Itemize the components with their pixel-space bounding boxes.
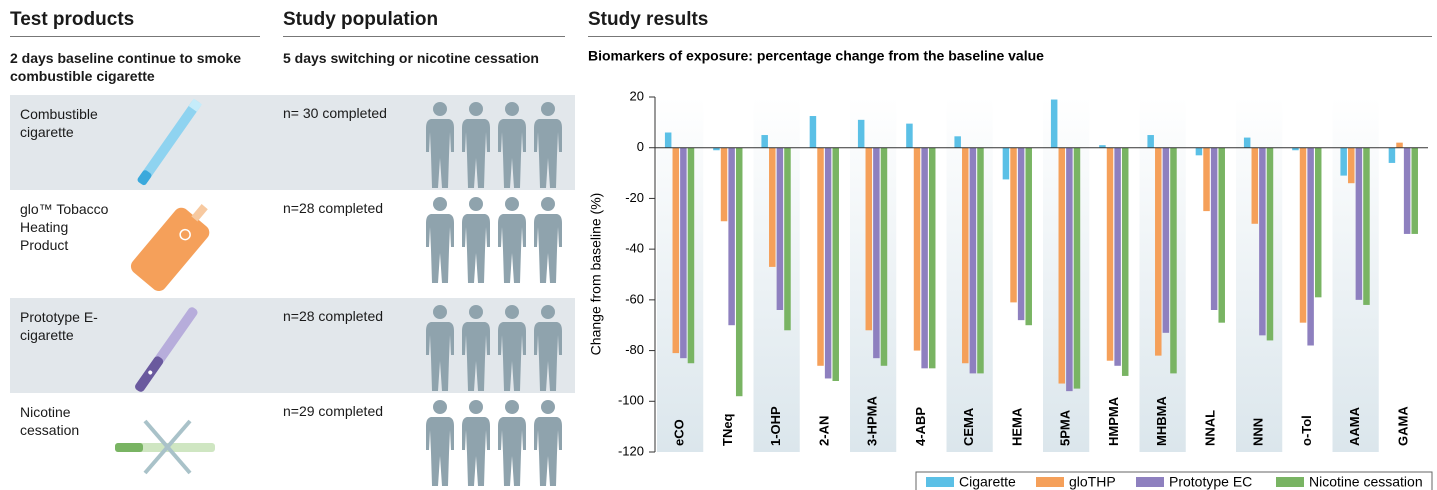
bar (1010, 148, 1017, 303)
x-tick-label: 4-ABP (913, 407, 928, 446)
bar (954, 136, 961, 147)
bar (1211, 148, 1218, 310)
x-tick-label: AAMA (1347, 406, 1362, 446)
legend-swatch (1136, 477, 1164, 487)
x-tick-label: o-Tol (1299, 415, 1314, 446)
y-tick-label: -20 (625, 190, 644, 205)
bar (1114, 148, 1121, 366)
bar (1252, 148, 1259, 224)
legend-swatch (1036, 477, 1064, 487)
y-tick-label: -40 (625, 241, 644, 256)
bar (873, 148, 880, 358)
bar (1389, 148, 1396, 163)
page: Test products 2 days baseline continue t… (0, 0, 1437, 490)
legend-label: Prototype EC (1169, 474, 1252, 490)
x-tick-label: CEMA (961, 407, 976, 446)
bar (858, 120, 865, 148)
bar (1218, 148, 1225, 323)
x-tick-label: TNeq (720, 413, 735, 446)
bar (1411, 148, 1418, 234)
bar (881, 148, 888, 366)
bar (1307, 148, 1314, 346)
legend-swatch (926, 477, 954, 487)
bar (680, 148, 687, 358)
bar (769, 148, 776, 267)
bar (1018, 148, 1025, 320)
y-tick-label: -80 (625, 342, 644, 357)
bar (1363, 148, 1370, 305)
legend: Cigarette gloTHP Prototype EC Nicotine cess… (916, 472, 1432, 490)
bar (1003, 148, 1010, 180)
bar (721, 148, 728, 222)
x-tick-label: 5PMA (1058, 409, 1073, 446)
bar (673, 148, 680, 353)
y-tick-label: 20 (630, 88, 644, 103)
chart-title: Biomarkers of exposure: percentage chang… (588, 48, 1044, 64)
x-tick-label: HEMA (1009, 407, 1024, 446)
y-tick-label: -100 (618, 393, 644, 408)
bar (810, 116, 817, 148)
bar (1340, 148, 1347, 176)
bar (1122, 148, 1129, 376)
bar (1170, 148, 1177, 374)
bar (1155, 148, 1162, 356)
x-tick-label: MHBMA (1154, 396, 1169, 446)
bar (977, 148, 984, 374)
x-tick-label: 1-OHP (768, 406, 783, 446)
bar (1051, 100, 1058, 148)
y-axis-label: Change from baseline (%) (588, 193, 604, 356)
x-tick-label: 2-AN (816, 416, 831, 446)
bar (1315, 148, 1322, 298)
bar (832, 148, 839, 381)
bar (825, 148, 832, 379)
bar (1203, 148, 1210, 211)
bar (665, 133, 672, 148)
x-tick-label: NNN (1251, 418, 1266, 446)
bar (1356, 148, 1363, 300)
bar (1404, 148, 1411, 234)
bar (921, 148, 928, 369)
bar (1300, 148, 1307, 323)
legend-swatch (1276, 477, 1304, 487)
bar (1059, 148, 1066, 384)
bar (866, 148, 873, 331)
bar (761, 135, 768, 148)
bar (962, 148, 969, 364)
bar (784, 148, 791, 331)
bar (1025, 148, 1032, 326)
bar (1196, 148, 1203, 156)
x-tick-label: 3-HPMA (865, 396, 880, 446)
bar (688, 148, 695, 364)
x-tick-label: HMPMA (1106, 396, 1121, 446)
chart: Biomarkers of exposure: percentage chang… (0, 0, 1437, 490)
bar (1396, 143, 1403, 148)
bar (1163, 148, 1170, 333)
bar (1267, 148, 1274, 341)
x-tick-label: eCO (672, 419, 687, 446)
bar (1066, 148, 1073, 391)
bar (777, 148, 784, 310)
bar (1348, 148, 1355, 184)
y-tick-label: 0 (637, 139, 644, 154)
legend-label: gloTHP (1069, 474, 1116, 490)
x-tick-label: NNAL (1202, 410, 1217, 446)
bar (906, 124, 913, 148)
y-tick-label: -60 (625, 291, 644, 306)
legend-label: Nicotine cessation (1309, 474, 1423, 490)
bar (970, 148, 977, 374)
bar (929, 148, 936, 369)
y-tick-label: -120 (618, 443, 644, 458)
legend-label: Cigarette (959, 474, 1016, 490)
bar (1074, 148, 1081, 389)
bar (914, 148, 921, 351)
bar (817, 148, 824, 366)
bar (1244, 138, 1251, 148)
x-tick-label: GAMA (1395, 406, 1410, 446)
bar (728, 148, 735, 326)
bar (1107, 148, 1114, 361)
bar (1147, 135, 1154, 148)
bar (736, 148, 743, 397)
bar (1259, 148, 1266, 336)
